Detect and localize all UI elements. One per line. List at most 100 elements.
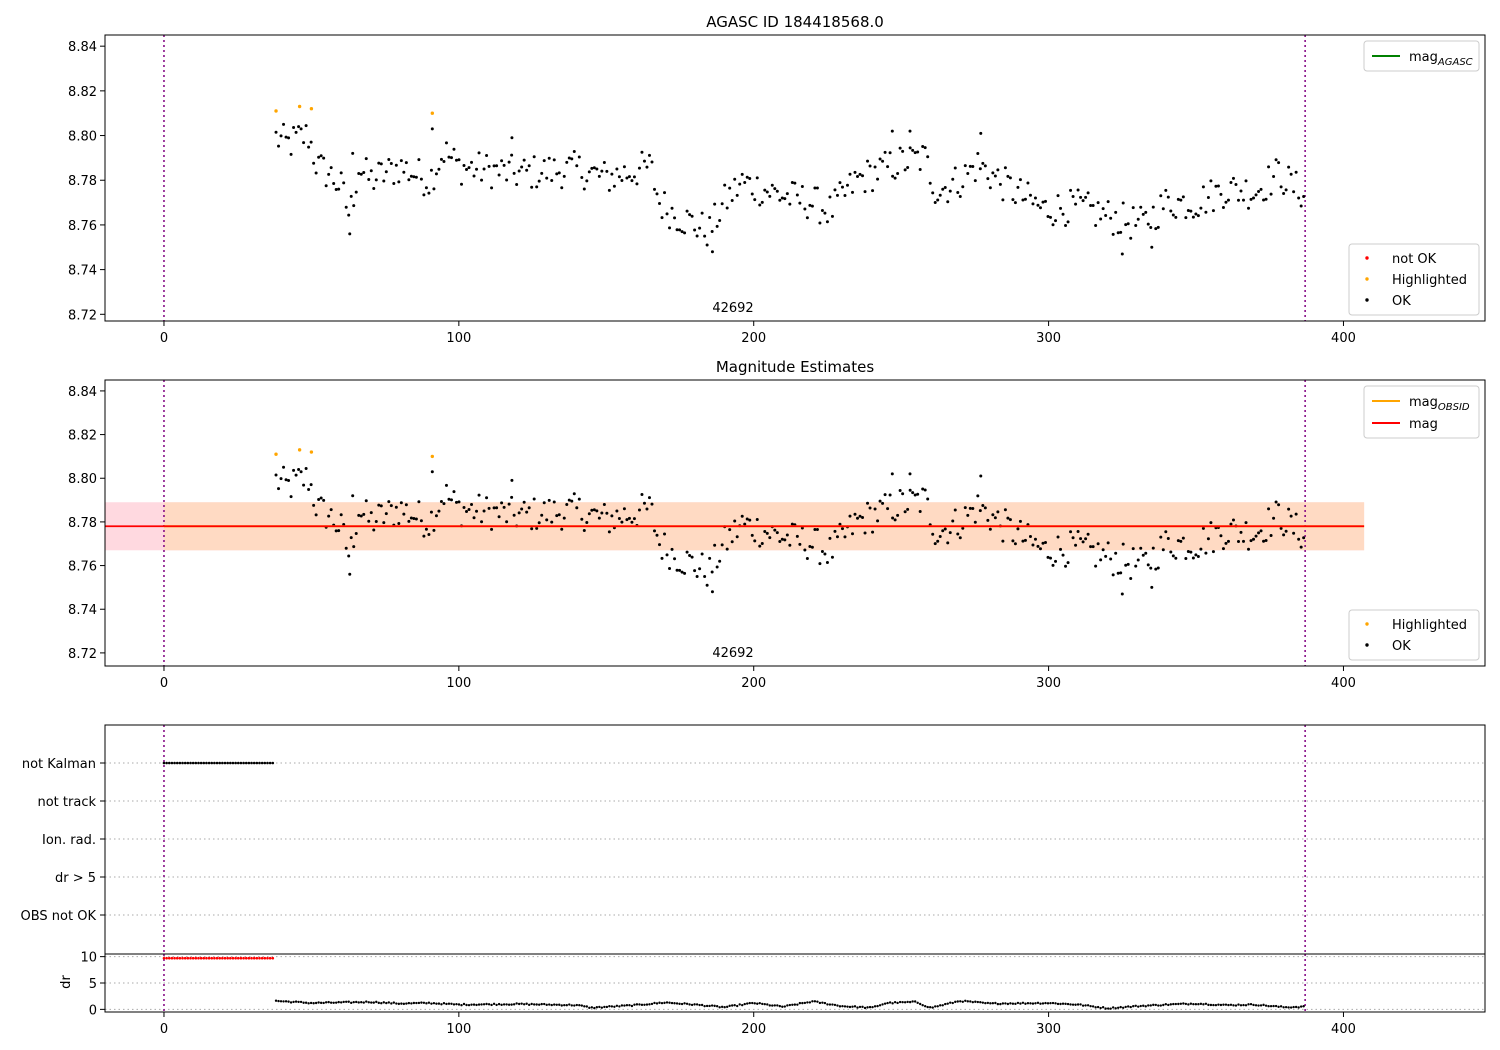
p0-ok-point — [630, 179, 634, 183]
p0-ok-point — [660, 216, 664, 220]
p1-ok-point — [369, 511, 373, 515]
p0-ok-point — [492, 164, 496, 168]
p1-ok-point — [1051, 563, 1055, 567]
p1-ok-point — [327, 514, 331, 518]
p1-ok-point — [617, 516, 621, 520]
p1-ok-point — [840, 527, 844, 531]
p3-dr-point — [287, 1000, 290, 1003]
p0-ok-point — [998, 182, 1002, 186]
p1-ok-point — [1121, 542, 1125, 546]
p3-dr-point — [1009, 1002, 1012, 1005]
p0-ok-point — [1001, 198, 1005, 202]
p0-ok-point — [738, 182, 742, 186]
p3-dr-point — [1006, 1002, 1010, 1006]
p1-ok-point — [1016, 527, 1020, 531]
p1-ok-point — [550, 520, 554, 524]
p3-dr-point — [1274, 1004, 1278, 1008]
p3-dr-point — [928, 1006, 932, 1009]
p1-ok-point — [1302, 536, 1306, 540]
p0-ok-point — [916, 150, 920, 154]
p3-dr-point — [1024, 1002, 1027, 1005]
p0-ok-point — [888, 151, 892, 155]
p1-ok-point — [668, 566, 672, 570]
p0-ok-point — [743, 180, 747, 184]
p3-dr-point — [653, 1001, 656, 1005]
p0-ok-point — [921, 144, 925, 148]
p1-ok-point — [735, 535, 739, 539]
p3-dr-point — [545, 1003, 548, 1007]
p1-ok-point — [602, 503, 606, 507]
p1-ok-point — [505, 520, 509, 524]
p1-ok-point — [1066, 561, 1070, 565]
p3-dr-point — [1001, 1002, 1005, 1005]
p1-ok-point — [542, 501, 546, 505]
p0-ok-point — [632, 175, 636, 179]
p0-ok-point — [720, 202, 724, 206]
p0-ok-point — [1146, 222, 1150, 226]
p1-ok-point — [1244, 521, 1248, 525]
p0-ok-point — [274, 130, 278, 134]
p1-ok-point — [557, 513, 561, 517]
panel-magnitude-plot: 0 100 200 300 400 8.72 8.74 8.76 8.78 8.80 8.82 8.8… — [68, 379, 1486, 691]
p0-ok-point — [820, 209, 824, 213]
p1-ok-point — [585, 521, 589, 525]
p0-ok-point — [1181, 195, 1185, 199]
p1-ok-point — [906, 507, 910, 511]
p0-ok-point — [1081, 199, 1085, 203]
p0-ok-point — [1046, 215, 1050, 219]
p2-not-kalman-point — [250, 761, 253, 765]
p0-ok-point — [575, 164, 579, 168]
p3-dr-point — [846, 1005, 849, 1008]
p0-ok-point — [1099, 217, 1103, 221]
p3-dr-point — [292, 1000, 295, 1004]
p1-ok-point — [753, 539, 757, 543]
p1-ok-point — [1059, 547, 1063, 551]
p2-not-kalman-point — [234, 761, 237, 765]
p3-dr-point — [964, 999, 967, 1002]
p3-dr-point — [939, 1004, 942, 1007]
p1-ok-point — [828, 536, 832, 540]
p2-not-kalman-point — [191, 761, 195, 765]
p1-ok-point — [908, 488, 912, 492]
p3-dr-point — [673, 1002, 676, 1005]
p0-ok-point — [1150, 245, 1154, 249]
p3-dr-high-point — [173, 956, 176, 960]
p1-ok-point — [389, 504, 393, 508]
p0-ok-point — [537, 179, 541, 183]
p0-ok-point — [347, 213, 351, 217]
p0-ok-point — [773, 187, 777, 191]
p3-dr-point — [568, 1003, 571, 1006]
p0-ok-point — [728, 186, 732, 190]
p1-ok-point — [843, 535, 847, 539]
p3-dr-point — [294, 1000, 298, 1003]
p1-ok-point — [640, 493, 644, 497]
p1-ok-point — [1242, 539, 1245, 543]
p3-dr-point — [1076, 1003, 1080, 1006]
p0-ok-point — [1242, 198, 1245, 202]
p3-dr-point — [1029, 1002, 1032, 1005]
p1-ok-point — [655, 533, 659, 537]
p1-ok-point — [1139, 546, 1143, 550]
p0-ok-point — [512, 171, 516, 175]
p3-dr-point — [475, 1003, 478, 1007]
p3-dr-point — [1039, 1002, 1042, 1005]
p0-ok-point — [277, 144, 281, 148]
p1-ok-point — [856, 516, 860, 520]
p3-dr-point — [645, 1003, 649, 1006]
p3-dr-point — [593, 1006, 596, 1010]
p3-dr-point — [678, 1002, 681, 1006]
p3-dr-point — [1252, 1003, 1255, 1007]
p1-highlighted-point — [309, 450, 314, 454]
p1-ok-point — [718, 559, 722, 563]
p1-ok-point — [357, 513, 361, 517]
p1-ok-point — [665, 553, 669, 557]
p0-ok-point — [1021, 198, 1025, 202]
p3-dr-point — [1034, 1002, 1037, 1005]
p0-ok-point — [1224, 200, 1228, 204]
p0-ok-point — [966, 172, 970, 176]
p1-ok-point — [397, 522, 401, 526]
p1-ok-point — [921, 487, 925, 491]
p0-highlighted-point — [274, 109, 278, 113]
p1-ok-point — [818, 562, 822, 566]
p1-ok-point — [1129, 577, 1133, 581]
